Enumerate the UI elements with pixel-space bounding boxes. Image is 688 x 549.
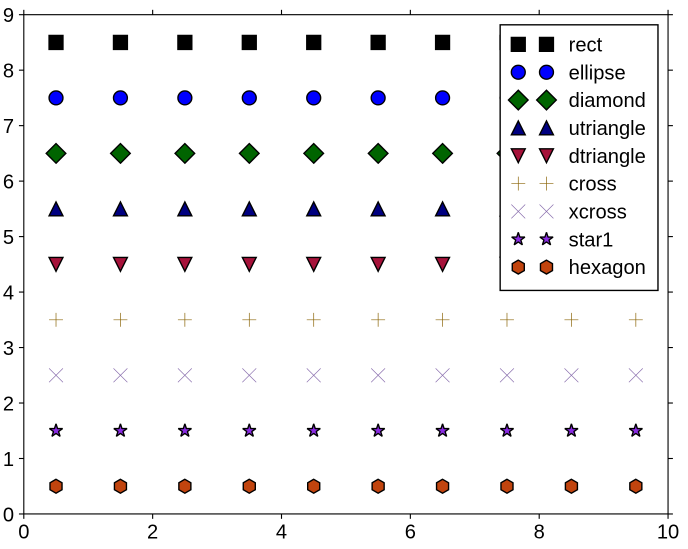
svg-text:cross: cross [569,174,617,196]
svg-text:5: 5 [3,227,14,249]
svg-text:6: 6 [3,171,14,193]
svg-text:hexagon: hexagon [569,257,646,279]
svg-text:6: 6 [405,521,416,543]
svg-text:dtriangle: dtriangle [569,146,646,168]
svg-text:xcross: xcross [569,201,627,223]
svg-text:2: 2 [3,393,14,415]
svg-text:9: 9 [3,5,14,27]
svg-text:0: 0 [3,504,14,526]
svg-text:utriangle: utriangle [569,118,646,140]
svg-text:3: 3 [3,338,14,360]
svg-text:star1: star1 [569,229,614,251]
svg-text:rect: rect [569,34,603,56]
svg-text:1: 1 [3,449,14,471]
svg-text:4: 4 [276,521,287,543]
svg-text:0: 0 [18,521,29,543]
svg-text:10: 10 [657,521,679,543]
svg-text:8: 8 [534,521,545,543]
svg-text:8: 8 [3,60,14,82]
svg-text:4: 4 [3,282,14,304]
svg-text:2: 2 [147,521,158,543]
svg-text:ellipse: ellipse [569,62,626,84]
svg-text:7: 7 [3,116,14,138]
svg-text:diamond: diamond [569,90,646,112]
